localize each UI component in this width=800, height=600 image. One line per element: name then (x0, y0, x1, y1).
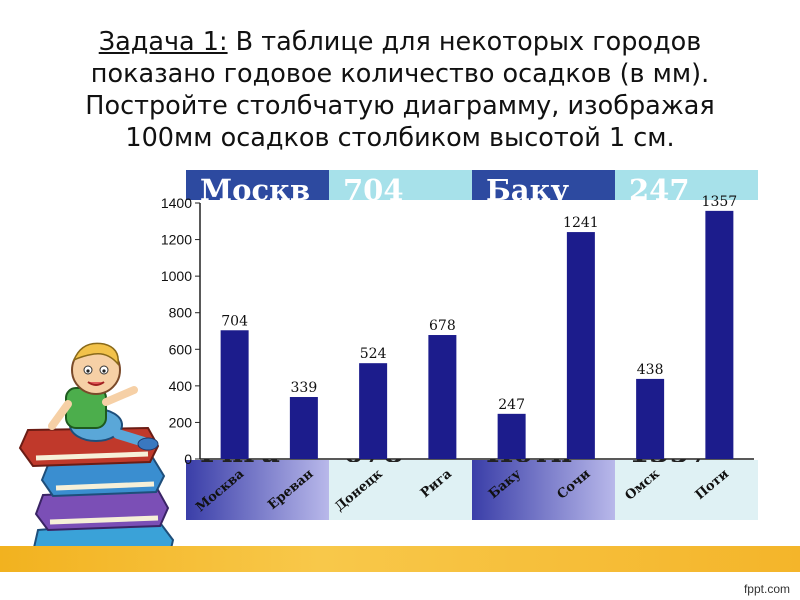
boy-on-books-illustration (18, 342, 175, 570)
bg-cell-city: Баку (472, 170, 615, 200)
data-label: 704 (221, 313, 248, 329)
data-label: 524 (360, 346, 387, 362)
bar (359, 363, 388, 459)
bg-cell-city: Москв (186, 170, 329, 200)
plot-area (200, 203, 754, 459)
task-label: Задача 1: (98, 27, 228, 57)
task-line-1: Задача 1: В таблице для некоторых городо… (20, 26, 780, 58)
background-table-top-row: Москв 704 Баку 247 (186, 170, 758, 200)
bar (497, 413, 526, 459)
boy-icon (48, 342, 159, 451)
data-label: 339 (291, 380, 318, 396)
background-table: Москв 704 Баку 247 Рига 678 Поти 1357 (186, 170, 758, 522)
bg-stripe (615, 460, 758, 520)
data-label: 1241 (563, 215, 599, 231)
background-table-stripes (186, 460, 758, 520)
bg-cell-value: 704 (329, 170, 472, 200)
bar (636, 378, 665, 459)
x-tick-label: Донецк (332, 466, 386, 515)
y-tick-label: 800 (169, 305, 193, 321)
bg-cell-value: 247 (615, 170, 758, 200)
y-tick-label: 600 (169, 341, 193, 357)
task-text: Задача 1: В таблице для некоторых городо… (20, 26, 780, 154)
x-tick-labels: Москва Ереван Донецк Рига Баку Сочи Омск Поти (193, 466, 732, 515)
x-tick-label: Ереван (265, 466, 317, 513)
data-label: 1357 (702, 194, 738, 210)
bar (220, 330, 249, 459)
x-tick-label: Поти (693, 466, 733, 503)
data-label: 678 (429, 318, 456, 334)
bars (220, 210, 734, 459)
brand-label: fppt.com (743, 582, 790, 596)
x-tick-label: Рига (418, 466, 456, 501)
bg-stripe (472, 460, 615, 520)
x-tick-label: Сочи (555, 466, 594, 502)
x-tick-label: Омск (622, 466, 663, 504)
y-ticks: 0 200 400 600 800 1000 1200 1400 (161, 195, 200, 467)
y-tick-label: 1000 (161, 268, 192, 284)
task-line-2: показано годовое количество осадков (в м… (90, 59, 710, 89)
y-tick-label: 1200 (161, 232, 192, 248)
bottom-band (0, 546, 800, 572)
bg-stripe (186, 460, 329, 520)
bar (428, 335, 457, 459)
x-tick-label: Баку (486, 466, 525, 502)
task-line-1-text: В таблице для некоторых городов (227, 27, 702, 57)
task-line-4: 100мм осадков столбиком высотой 1 см. (125, 123, 675, 153)
bar (289, 397, 318, 459)
data-labels: 704 339 524 678 247 1241 438 1357 (221, 194, 737, 413)
data-label: 438 (637, 362, 664, 378)
bar (566, 232, 595, 459)
y-tick-label: 400 (169, 378, 193, 394)
x-tick-label: Москва (193, 466, 247, 515)
y-tick-label: 0 (184, 451, 192, 467)
data-label: 247 (498, 397, 525, 413)
y-tick-label: 1400 (161, 195, 192, 211)
bg-stripe (329, 460, 472, 520)
task-line-3: Постройте столбчатую диаграмму, изобража… (85, 91, 715, 121)
y-tick-label: 200 (169, 414, 193, 430)
bar (705, 210, 734, 459)
